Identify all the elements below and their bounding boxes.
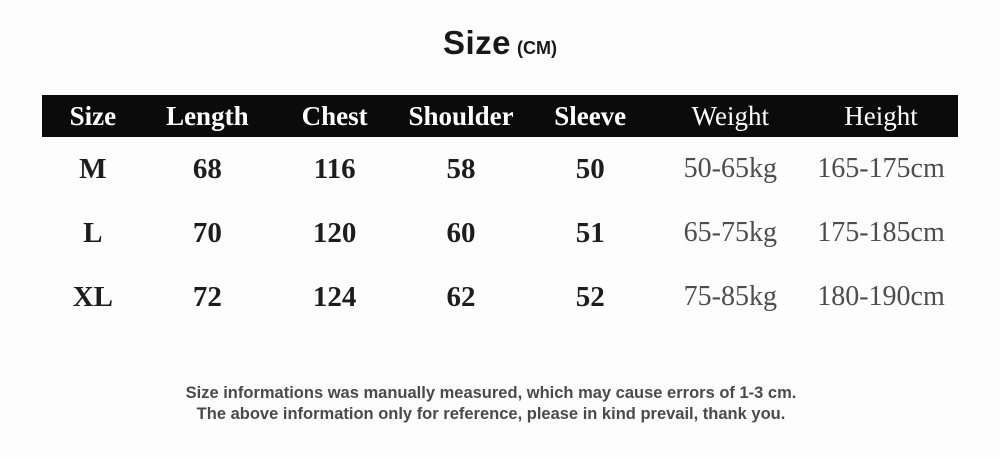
size-table: Size Length Chest Shoulder Sleeve Weight… — [42, 95, 958, 329]
cell-length: 72 — [192, 280, 222, 313]
cell-shoulder: 62 — [446, 280, 476, 313]
title-size-label: Size — [442, 24, 512, 61]
cell-shoulder: 60 — [446, 216, 476, 249]
cell-size: L — [83, 216, 103, 249]
cell-chest: 120 — [312, 216, 357, 249]
footer-line-2: The above information only for reference… — [196, 405, 786, 423]
table-row-xl: XL 72 124 62 52 75-85kg 180-190cm — [42, 265, 958, 329]
table-row-m: M 68 116 58 50 50-65kg 165-175cm — [42, 137, 958, 201]
header-length: Length — [166, 100, 249, 131]
cell-sleeve: 52 — [575, 280, 605, 313]
footer-note: Size informations was manually measured,… — [0, 383, 982, 425]
table-row-l: L 70 120 60 51 65-75kg 175-185cm — [42, 201, 958, 265]
cell-height: 180-190cm — [817, 281, 945, 312]
header-chest: Chest — [301, 100, 368, 131]
title-unit-label: (CM) — [517, 38, 558, 58]
cell-length: 68 — [192, 152, 222, 185]
header-size: Size — [69, 100, 117, 131]
cell-height: 165-175cm — [817, 153, 945, 184]
cell-weight: 75-85kg — [683, 281, 777, 312]
table-header-row: Size Length Chest Shoulder Sleeve Weight… — [42, 95, 958, 137]
header-height: Height — [844, 100, 918, 131]
cell-height: 175-185cm — [817, 217, 945, 248]
cell-sleeve: 51 — [575, 216, 605, 249]
cell-size: M — [79, 152, 107, 185]
cell-weight: 50-65kg — [683, 153, 777, 184]
cell-shoulder: 58 — [446, 152, 476, 185]
page-title: Size (CM) — [0, 24, 1000, 62]
cell-sleeve: 50 — [575, 152, 605, 185]
cell-weight: 65-75kg — [683, 217, 777, 248]
cell-size: XL — [72, 280, 113, 313]
footer-line-1: Size informations was manually measured,… — [185, 384, 797, 402]
header-sleeve: Sleeve — [554, 100, 627, 131]
cell-length: 70 — [192, 216, 222, 249]
cell-chest: 124 — [312, 280, 357, 313]
header-weight: Weight — [691, 100, 769, 131]
cell-chest: 116 — [313, 152, 356, 185]
header-shoulder: Shoulder — [408, 100, 514, 131]
